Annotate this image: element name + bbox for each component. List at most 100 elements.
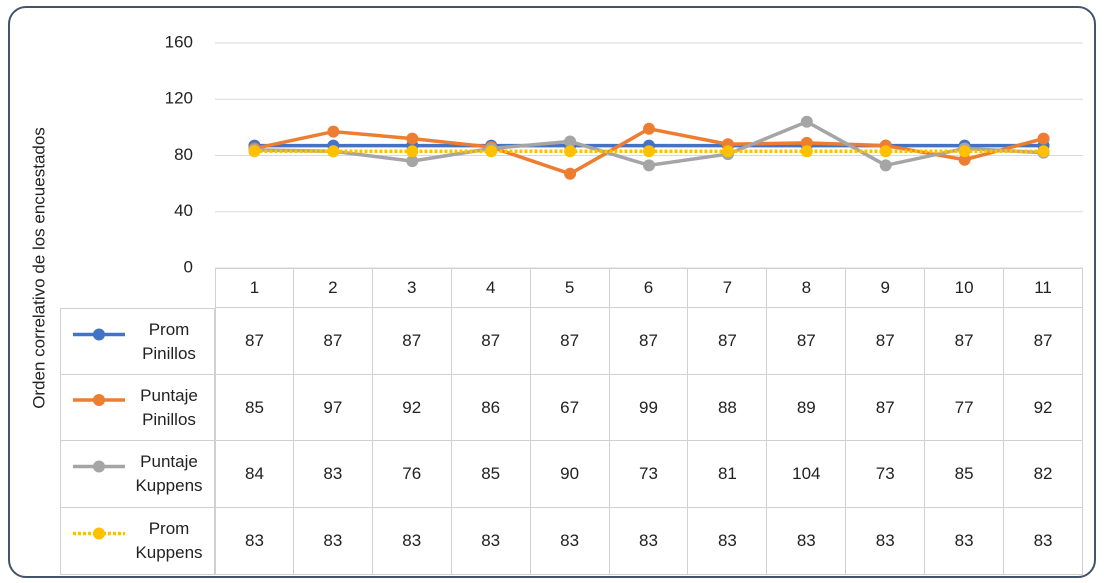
legend-label: Prom Kuppens: [135, 519, 203, 562]
y-tick-label: 80: [174, 145, 193, 164]
point: [1037, 145, 1050, 158]
table-value: 85: [451, 441, 531, 508]
point: [643, 145, 655, 158]
x-tick-label: 8: [767, 268, 847, 308]
y-tick-label: 120: [165, 89, 193, 108]
table-value: 97: [293, 375, 373, 441]
legend-item: Puntaje Kuppens: [60, 441, 215, 508]
table-value: 87: [372, 308, 452, 375]
table-value: 83: [1004, 508, 1083, 575]
point: [485, 145, 498, 158]
table-value: 83: [293, 441, 373, 508]
table-value: 84: [215, 441, 294, 508]
table-value: 87: [688, 308, 768, 375]
table-value: 90: [530, 441, 610, 508]
x-tick-label: 11: [1004, 268, 1083, 308]
x-tick-label: 3: [372, 268, 452, 308]
legend-swatch: [73, 328, 125, 341]
table-value: 87: [451, 308, 531, 375]
table-value: 77: [925, 375, 1005, 441]
table-value: 92: [1004, 375, 1083, 441]
y-tick-label: 160: [165, 32, 193, 51]
table-value: 87: [530, 308, 610, 375]
point: [564, 145, 577, 158]
legend-swatch: [73, 527, 125, 540]
legend-item: Puntaje Pinillos: [60, 375, 215, 441]
x-tick-label: 7: [688, 268, 768, 308]
table-value: 87: [925, 308, 1005, 375]
table-value: 83: [925, 508, 1005, 575]
legend-marker: [93, 394, 105, 406]
point: [879, 159, 892, 172]
x-tick-label: 5: [530, 268, 610, 308]
table-value: 86: [451, 375, 531, 441]
table-value: 83: [372, 508, 452, 575]
x-tick-label: 2: [293, 268, 373, 308]
table-value: 88: [688, 375, 768, 441]
table-value: 85: [925, 441, 1005, 508]
table-value: 76: [372, 441, 452, 508]
table-value: 81: [688, 441, 768, 508]
table-value: 87: [1004, 308, 1083, 375]
chart-frame: [8, 6, 1096, 578]
table-value: 83: [293, 508, 373, 575]
point: [1037, 132, 1050, 145]
table-value: 87: [215, 308, 294, 375]
table-value: 83: [846, 508, 926, 575]
x-tick-label: 9: [846, 268, 926, 308]
point: [643, 122, 655, 135]
point: [406, 145, 419, 158]
legend-swatch: [73, 394, 125, 406]
table-value: 92: [372, 375, 452, 441]
table-value: 73: [609, 441, 689, 508]
table-value: 87: [846, 308, 926, 375]
table-value: 87: [767, 308, 847, 375]
x-tick-label: 6: [609, 268, 689, 308]
legend-label: Prom Pinillos: [142, 319, 196, 363]
table-value: 87: [846, 375, 926, 441]
y-tick-label: 40: [174, 201, 193, 220]
table-value: 87: [609, 308, 689, 375]
legend-item: Prom Pinillos: [60, 308, 215, 375]
legend-marker: [93, 328, 105, 341]
legend-item: Prom Kuppens: [60, 508, 215, 575]
point: [406, 155, 419, 168]
point: [406, 132, 419, 145]
table-value: 67: [530, 375, 610, 441]
point: [721, 145, 734, 158]
legend-label: Puntaje Kuppens: [135, 452, 203, 495]
point: [327, 125, 340, 138]
point: [958, 145, 971, 158]
point: [958, 153, 971, 166]
table-value: 85: [215, 375, 294, 441]
point: [327, 145, 340, 158]
x-tick-label: 10: [925, 268, 1005, 308]
table-value: 73: [846, 441, 926, 508]
table-value: 89: [767, 375, 847, 441]
table-value: 83: [530, 508, 610, 575]
table-value: 82: [1004, 441, 1083, 508]
point: [564, 135, 577, 148]
table-value: 99: [609, 375, 689, 441]
point: [248, 145, 261, 158]
point: [643, 159, 655, 172]
x-tick-label: 4: [451, 268, 531, 308]
point: [564, 167, 577, 180]
table-value: 83: [451, 508, 531, 575]
table-value: 87: [293, 308, 373, 375]
table-value: 104: [767, 441, 847, 508]
table-value: 83: [609, 508, 689, 575]
table-value: 83: [767, 508, 847, 575]
legend-label: Puntaje Pinillos: [140, 385, 198, 429]
legend-marker: [93, 527, 105, 540]
legend-swatch: [73, 460, 125, 473]
point: [800, 115, 813, 128]
table-value: 83: [215, 508, 294, 575]
y-tick-label: 0: [184, 257, 193, 276]
table-value: 83: [688, 508, 768, 575]
point: [879, 145, 892, 158]
legend-marker: [93, 460, 105, 473]
point: [800, 136, 813, 149]
